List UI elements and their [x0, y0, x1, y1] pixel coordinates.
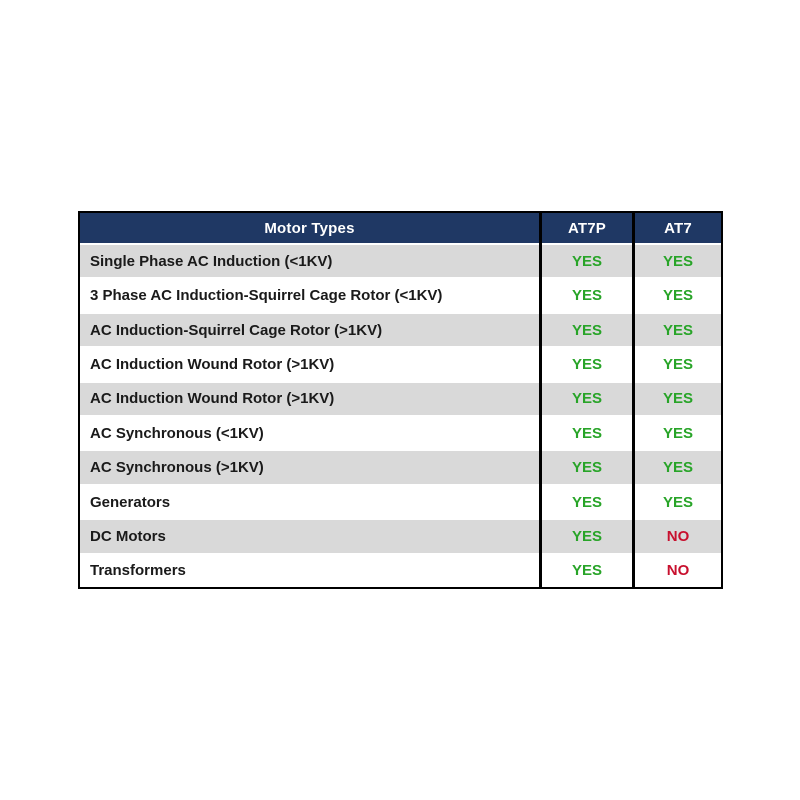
at7-value: YES: [662, 459, 693, 477]
table-header-row: Motor Types AT7P AT7: [80, 213, 721, 243]
motor-comparison-table: Motor Types AT7P AT7 Single Phase AC Ind…: [78, 211, 723, 589]
column-header-motor-types: Motor Types: [264, 219, 355, 237]
motor-type-label: DC Motors: [90, 527, 166, 545]
column-divider-line: [632, 213, 635, 587]
at7-value: YES: [662, 355, 693, 373]
motor-type-label: AC Synchronous (<1KV): [90, 424, 264, 442]
at7p-value: YES: [571, 287, 602, 305]
at7-value: NO: [666, 527, 690, 545]
table-row: AC Induction Wound Rotor (>1KV) YES YES: [80, 348, 721, 381]
table-row: AC Induction-Squirrel Cage Rotor (>1KV) …: [80, 313, 721, 347]
at7-value: NO: [666, 562, 690, 580]
motor-type-label: Generators: [90, 493, 171, 511]
motor-type-label: AC Induction Wound Rotor (>1KV): [90, 390, 335, 408]
at7-value: YES: [662, 321, 693, 339]
motor-type-label: AC Induction-Squirrel Cage Rotor (>1KV): [90, 321, 383, 339]
at7-value: YES: [662, 390, 693, 408]
table-row: DC Motors YES NO: [80, 520, 721, 553]
at7p-value: YES: [571, 527, 602, 545]
at7p-value: YES: [571, 459, 602, 477]
at7-value: YES: [662, 424, 693, 442]
table-row: Generators YES YES: [80, 485, 721, 519]
at7-value: YES: [662, 287, 693, 305]
at7-value: YES: [662, 493, 693, 511]
motor-type-label: AC Synchronous (>1KV): [90, 459, 264, 477]
at7p-value: YES: [571, 355, 602, 373]
at7p-value: YES: [571, 493, 602, 511]
at7-value: YES: [662, 252, 693, 270]
at7p-value: YES: [571, 390, 602, 408]
at7p-value: YES: [571, 321, 602, 339]
at7p-value: YES: [571, 562, 602, 580]
column-header-at7: AT7: [664, 219, 692, 237]
table-row: AC Induction Wound Rotor (>1KV) YES YES: [80, 382, 721, 416]
at7p-value: YES: [571, 252, 602, 270]
at7p-value: YES: [571, 424, 602, 442]
column-header-at7p: AT7P: [567, 219, 607, 237]
table-row: 3 Phase AC Induction-Squirrel Cage Rotor…: [80, 279, 721, 312]
motor-type-label: Transformers: [90, 562, 186, 580]
column-divider-line: [539, 213, 542, 587]
motor-type-label: AC Induction Wound Rotor (>1KV): [90, 355, 335, 373]
table-row: AC Synchronous (<1KV) YES YES: [80, 417, 721, 450]
table-row: AC Synchronous (>1KV) YES YES: [80, 451, 721, 484]
table-row: Transformers YES NO: [80, 554, 721, 588]
motor-type-label: Single Phase AC Induction (<1KV): [90, 252, 333, 270]
table-row: Single Phase AC Induction (<1KV) YES YES: [80, 245, 721, 278]
motor-type-label: 3 Phase AC Induction-Squirrel Cage Rotor…: [90, 287, 443, 305]
